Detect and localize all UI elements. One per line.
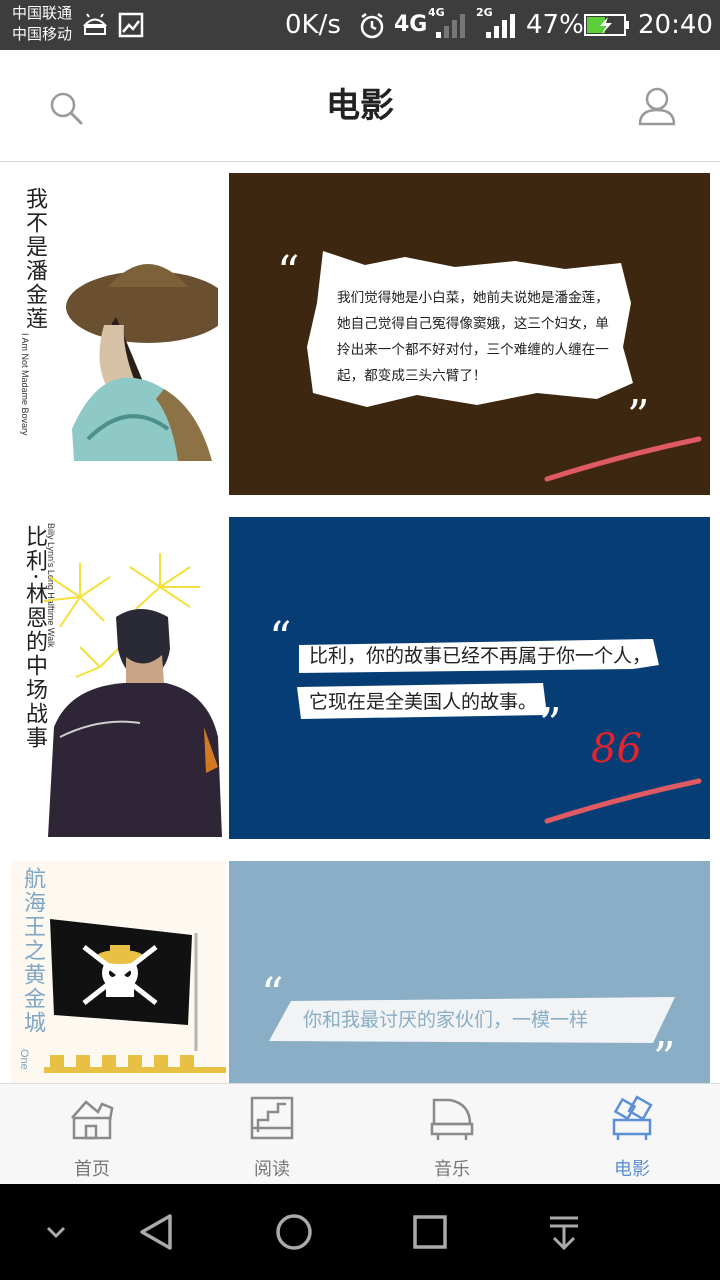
movie-feed[interactable]: 我不是潘金莲 I Am Not Madame Bovary “ 我们觉得她是小白… xyxy=(0,163,720,1083)
movie-card[interactable]: 比利·林恩的中场战事 Billy Lynn's Long Halftime Wa… xyxy=(0,517,720,839)
movie-card[interactable]: 航海王之黄金城 One xyxy=(0,861,720,1083)
quote-panel[interactable]: “ 比利，你的故事已经不再属于你一个人， 它现在是全美国人的故事。 ” 86 xyxy=(229,517,710,839)
brush-highlight xyxy=(297,639,659,719)
tab-reading[interactable]: 阅读 xyxy=(182,1084,362,1184)
net-speed: 0K/s xyxy=(285,10,341,40)
quote-panel[interactable]: “ 我们觉得她是小白菜，她前夫说她是潘金莲，她自己觉得自己冤得像窦娥，这三个妇女… xyxy=(229,173,710,495)
image-icon xyxy=(118,12,144,38)
tab-label: 电影 xyxy=(614,1159,650,1180)
music-icon xyxy=(430,1098,474,1140)
close-quote-icon: ” xyxy=(653,1033,676,1083)
carrier-1: 中国联通 xyxy=(12,4,73,22)
ribbon-banner xyxy=(269,997,675,1043)
movie-title-en: One xyxy=(18,1049,30,1070)
movie-poster[interactable]: 航海王之黄金城 One xyxy=(10,861,226,1083)
movie-illustration xyxy=(43,553,222,837)
tab-music[interactable]: 音乐 xyxy=(362,1084,542,1184)
reading-icon xyxy=(250,1096,294,1140)
tab-label: 阅读 xyxy=(254,1159,290,1180)
android-debug-icon xyxy=(82,13,108,35)
movie-title-en: Billy Lynn's Long Halftime Walk xyxy=(46,523,56,648)
tab-movie[interactable]: 电影 xyxy=(542,1084,720,1184)
movie-score: 86 xyxy=(591,726,642,772)
red-stroke-decoration xyxy=(544,778,702,824)
movie-title: 航海王之黄金城 xyxy=(20,867,45,1035)
movie-poster[interactable]: 我不是潘金莲 I Am Not Madame Bovary xyxy=(10,173,226,495)
movie-illustration xyxy=(66,264,218,461)
movie-title: 我不是潘金莲 xyxy=(22,187,47,331)
network-type-2: 2G xyxy=(476,6,493,19)
movie-quote: 我们觉得她是小白菜，她前夫说她是潘金莲，她自己觉得自己冤得像窦娥，这三个妇女，单… xyxy=(337,290,609,384)
app-bar: 电影 xyxy=(0,50,720,162)
open-quote-icon: “ xyxy=(261,969,284,1020)
close-quote-icon: ” xyxy=(539,699,562,750)
battery-icon xyxy=(584,14,629,36)
movie-card[interactable]: 我不是潘金莲 I Am Not Madame Bovary “ 我们觉得她是小白… xyxy=(0,173,720,495)
bottom-tab-bar: 首页 阅读 音乐 电影 xyxy=(0,1083,720,1184)
open-quote-icon: “ xyxy=(277,247,300,298)
user-icon[interactable] xyxy=(634,84,680,130)
alarm-icon xyxy=(360,13,384,39)
signal-icon-2 xyxy=(486,14,515,38)
notification-pull-icon[interactable] xyxy=(540,1208,588,1256)
home-icon xyxy=(71,1100,114,1140)
carrier-2: 中国移动 xyxy=(12,25,73,43)
network-type-1-small: 4G xyxy=(428,6,445,19)
clock: 20:40 xyxy=(638,10,713,40)
red-stroke-decoration xyxy=(544,436,702,482)
page-title: 电影 xyxy=(326,86,394,126)
home-circle-icon[interactable] xyxy=(270,1208,318,1256)
status-bar: 中国联通 中国移动 0K/s 4G 4G 2G 47% 20:40 xyxy=(0,0,720,50)
torn-paper-shape xyxy=(307,251,633,407)
movie-quote: 你和我最讨厌的家伙们，一模一样 xyxy=(303,1009,589,1031)
movie-quote-line-2: 它现在是全美国人的故事。 xyxy=(309,691,538,713)
battery-percent: 47% xyxy=(526,10,584,40)
signal-icon-1 xyxy=(436,14,465,38)
tab-label: 首页 xyxy=(74,1159,110,1180)
recents-icon[interactable] xyxy=(406,1208,454,1256)
movie-poster[interactable]: 比利·林恩的中场战事 Billy Lynn's Long Halftime Wa… xyxy=(10,517,226,839)
network-type-1: 4G xyxy=(394,12,428,37)
movie-title: 比利·林恩的中场战事 xyxy=(22,525,47,750)
search-icon[interactable] xyxy=(44,86,88,130)
quote-panel[interactable]: “ 你和我最讨厌的家伙们，一模一样 ” xyxy=(229,861,710,1083)
system-nav-bar xyxy=(0,1184,720,1280)
movie-quote-line-1: 比利，你的故事已经不再属于你一个人， xyxy=(309,645,652,667)
open-quote-icon: “ xyxy=(269,613,292,664)
back-icon[interactable] xyxy=(134,1208,182,1256)
tab-label: 音乐 xyxy=(434,1159,470,1180)
movie-icon xyxy=(612,1095,653,1140)
movie-title-en: I Am Not Madame Bovary xyxy=(20,333,30,436)
tab-home[interactable]: 首页 xyxy=(2,1084,182,1184)
movie-illustration xyxy=(44,919,226,1073)
carrier-info: 中国联通 中国移动 xyxy=(12,3,72,45)
chevron-down-icon[interactable] xyxy=(32,1208,80,1256)
close-quote-icon: ” xyxy=(627,391,650,442)
